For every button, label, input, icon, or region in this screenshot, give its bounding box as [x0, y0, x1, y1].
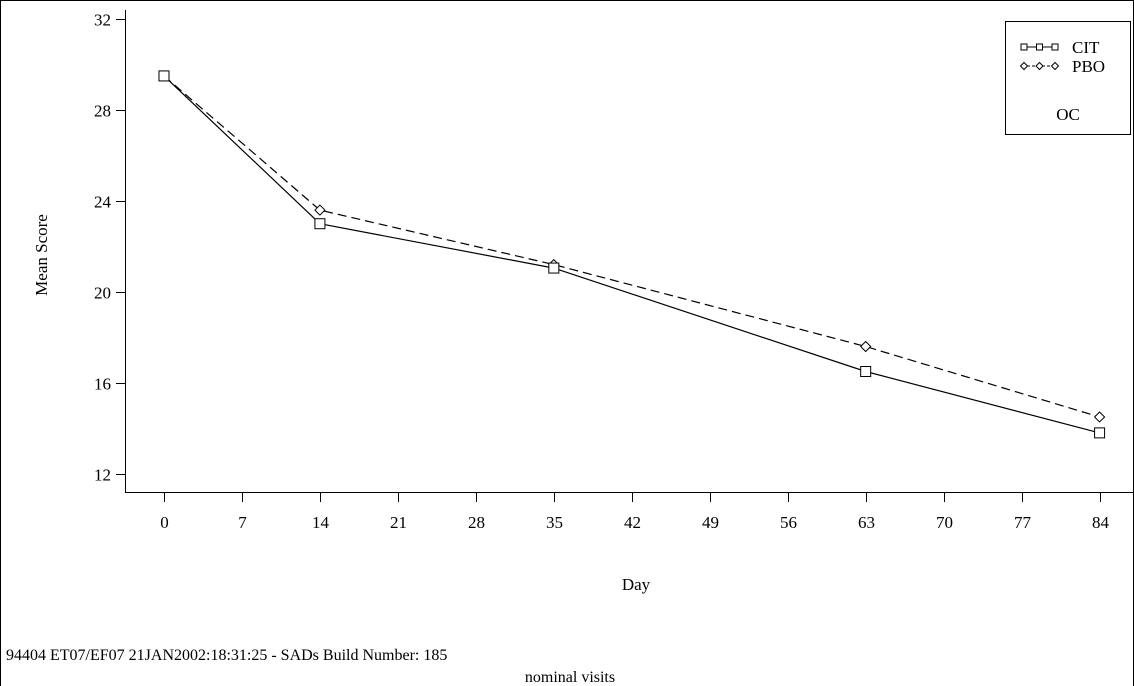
data-point-diamond — [1093, 411, 1106, 423]
data-point-square — [548, 262, 560, 274]
series-line-pbo — [163, 75, 1100, 418]
axes-group: 12 16 20 24 28 32 0 7 14 21 28 35 42 49 56 63 70 77 84 — [94, 10, 1133, 532]
series-pbo — [158, 70, 1106, 423]
legend-marker-square — [1051, 43, 1059, 51]
x-tick-label: 49 — [702, 513, 719, 532]
data-point-square — [158, 70, 170, 82]
x-tick-label: 77 — [1014, 513, 1032, 532]
x-tick-label: 42 — [624, 513, 641, 532]
y-tick-label: 20 — [94, 284, 111, 303]
x-tick-label: 28 — [468, 513, 485, 532]
y-tick-label: 12 — [94, 466, 111, 485]
footer-build-line: 94404 ET07/EF07 21JAN2002:18:31:25 - SAD… — [6, 647, 447, 664]
x-tick-label: 63 — [858, 513, 875, 532]
series-cit — [158, 70, 1106, 439]
legend-label: CIT — [1072, 38, 1100, 57]
legend-marker-diamond — [1019, 61, 1029, 71]
data-point-square — [314, 218, 326, 230]
y-tick-label: 16 — [94, 375, 111, 394]
y-axis-title: Mean Score — [32, 214, 51, 296]
data-point-square — [1094, 427, 1106, 439]
legend-marker-diamond — [1050, 61, 1060, 71]
x-tick-label: 14 — [312, 513, 330, 532]
footer-caption: nominal visits — [525, 669, 615, 686]
series-line-cit — [163, 75, 1100, 434]
x-tick-label: 70 — [936, 513, 953, 532]
legend-marker-diamond — [1035, 61, 1044, 71]
legend-label: PBO — [1072, 57, 1105, 76]
series-layer — [158, 70, 1106, 439]
legend-entry-cit: CIT — [1020, 38, 1100, 57]
legend-marker-square — [1020, 43, 1028, 51]
data-point-diamond — [859, 340, 872, 353]
legend-note: OC — [1056, 105, 1080, 124]
x-tick-label: 35 — [546, 513, 563, 532]
y-tick-label: 32 — [94, 11, 111, 30]
x-tick-label: 7 — [238, 513, 247, 532]
legend-marker-square — [1036, 43, 1043, 51]
data-point-diamond — [314, 204, 326, 216]
data-point-square — [860, 366, 872, 377]
y-tick-label: 24 — [94, 193, 112, 212]
legend-box — [1005, 21, 1131, 135]
x-tick-label: 84 — [1092, 513, 1110, 532]
legend-entry-pbo: PBO — [1019, 57, 1105, 76]
y-tick-label: 28 — [94, 102, 111, 121]
x-tick-label: 0 — [160, 513, 169, 532]
x-tick-label: 21 — [390, 513, 407, 532]
x-tick-label: 56 — [780, 513, 797, 532]
x-axis-title: Day — [622, 575, 651, 594]
